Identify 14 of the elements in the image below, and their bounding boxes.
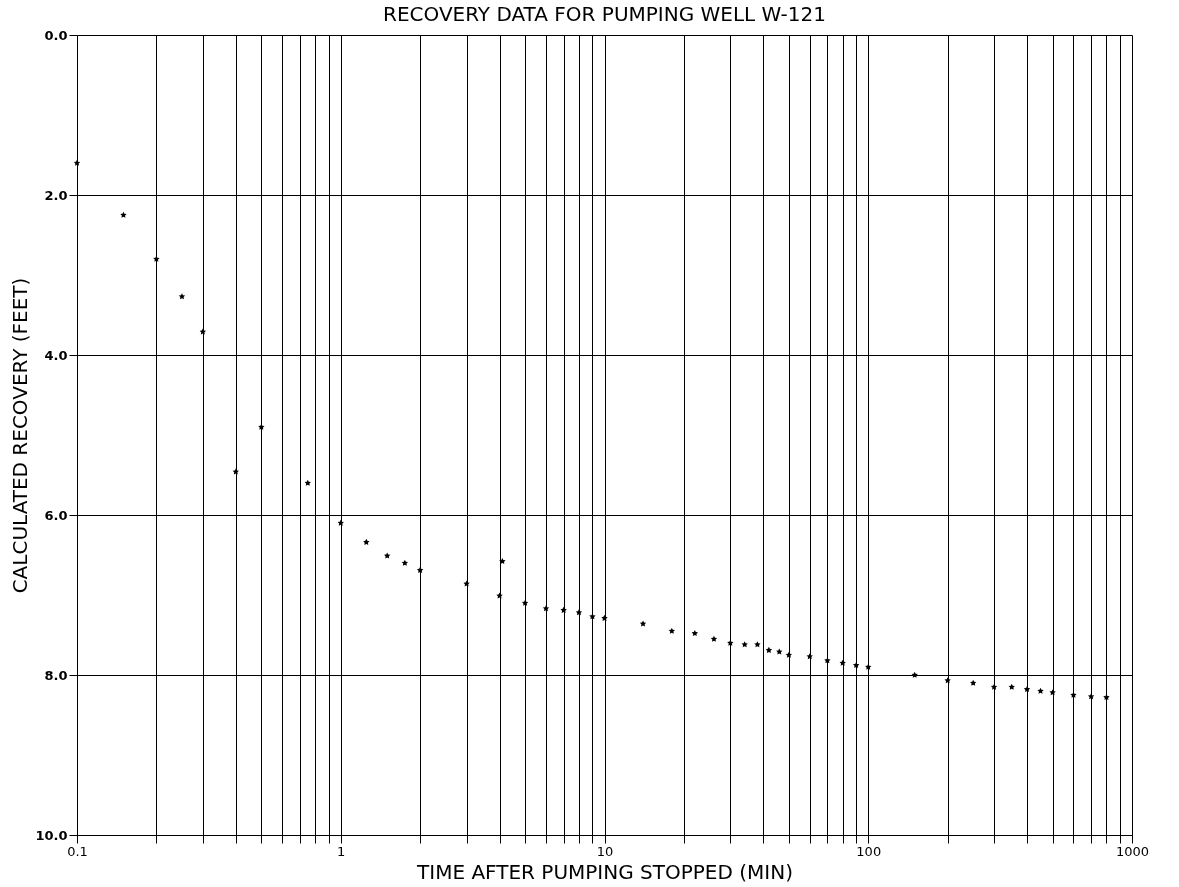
y-tick-label: 10.0 [35, 827, 68, 843]
x-tick-label: 100 [856, 843, 882, 859]
y-tick-label: 0.0 [44, 27, 68, 43]
x-tick-label: 0.1 [67, 843, 88, 859]
y-tick-label: 2.0 [44, 187, 68, 203]
x-axis-title: TIME AFTER PUMPING STOPPED (MIN) [416, 859, 793, 884]
chart-title: RECOVERY DATA FOR PUMPING WELL W-121 [383, 2, 826, 26]
y-tick-label: 6.0 [44, 507, 68, 523]
x-tick-label: 1000 [1115, 843, 1150, 859]
y-axis-title: CALCULATED RECOVERY (FEET) [8, 277, 33, 594]
x-tick-label: 10 [596, 843, 614, 859]
y-tick-label: 8.0 [44, 667, 68, 683]
x-tick-label: 1 [337, 843, 346, 859]
y-tick-label: 4.0 [44, 347, 68, 363]
